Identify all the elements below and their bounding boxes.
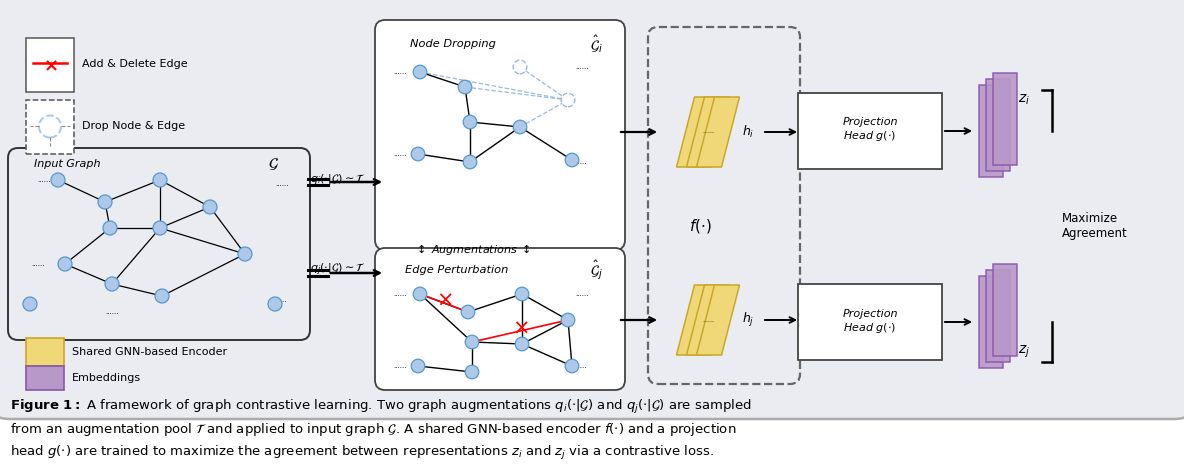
FancyBboxPatch shape <box>986 270 1010 362</box>
FancyBboxPatch shape <box>375 248 625 390</box>
Text: $\bf{Figure\ 1:}$ A framework of graph contrastive learning. Two graph augmentat: $\bf{Figure\ 1:}$ A framework of graph c… <box>9 398 752 416</box>
Text: $h_j$: $h_j$ <box>742 311 754 329</box>
Circle shape <box>98 195 112 209</box>
Text: $q_j(\cdot|\mathcal{G})\sim\mathcal{T}$: $q_j(\cdot|\mathcal{G})\sim\mathcal{T}$ <box>310 262 366 278</box>
Circle shape <box>153 173 167 187</box>
FancyBboxPatch shape <box>798 93 942 169</box>
Text: Embeddings: Embeddings <box>72 373 141 383</box>
Text: $\hat{\mathcal{G}}_j$: $\hat{\mathcal{G}}_j$ <box>590 258 603 282</box>
FancyBboxPatch shape <box>26 38 73 92</box>
Circle shape <box>153 221 167 235</box>
Text: Input Graph: Input Graph <box>34 159 101 169</box>
Text: ......: ...... <box>274 297 287 303</box>
Text: from an augmentation pool $\mathcal{T}$ and applied to input graph $\mathcal{G}$: from an augmentation pool $\mathcal{T}$ … <box>9 421 736 438</box>
Polygon shape <box>687 97 729 167</box>
Text: ......: ...... <box>573 159 587 165</box>
Circle shape <box>565 153 579 167</box>
Text: Projection
Head $g(\cdot)$: Projection Head $g(\cdot)$ <box>842 118 897 143</box>
Circle shape <box>462 305 475 319</box>
FancyBboxPatch shape <box>993 264 1017 356</box>
Text: $\hat{\mathcal{G}}_i$: $\hat{\mathcal{G}}_i$ <box>590 33 603 55</box>
Circle shape <box>413 65 426 79</box>
Text: ......: ...... <box>575 64 588 70</box>
Text: Add & Delete Edge: Add & Delete Edge <box>82 59 187 69</box>
FancyBboxPatch shape <box>26 338 64 366</box>
Circle shape <box>465 365 478 379</box>
Circle shape <box>513 60 527 74</box>
Circle shape <box>58 257 72 271</box>
FancyBboxPatch shape <box>798 284 942 360</box>
Circle shape <box>411 147 425 161</box>
Circle shape <box>105 277 120 291</box>
Circle shape <box>463 155 477 169</box>
Circle shape <box>155 289 169 303</box>
Circle shape <box>22 297 37 311</box>
Circle shape <box>411 359 425 373</box>
Text: Maximize
Agreement: Maximize Agreement <box>1062 212 1127 240</box>
FancyBboxPatch shape <box>979 85 1003 177</box>
Polygon shape <box>676 97 720 167</box>
Text: Projection
Head $g(\cdot)$: Projection Head $g(\cdot)$ <box>842 309 897 335</box>
Text: $z_i$: $z_i$ <box>1018 93 1030 107</box>
Text: ......: ...... <box>105 309 118 315</box>
Text: $z_j$: $z_j$ <box>1018 344 1030 360</box>
Circle shape <box>51 173 65 187</box>
Text: ......: ...... <box>393 363 407 369</box>
Circle shape <box>413 287 426 301</box>
Text: $f(\cdot)$: $f(\cdot)$ <box>689 217 712 235</box>
Circle shape <box>202 200 217 214</box>
Text: $\mathbf{\times}$: $\mathbf{\times}$ <box>43 58 57 76</box>
Text: $\updownarrow$ Augmentations $\updownarrow$: $\updownarrow$ Augmentations $\updownarr… <box>413 243 530 258</box>
FancyBboxPatch shape <box>979 276 1003 368</box>
Text: Drop Node & Edge: Drop Node & Edge <box>82 121 185 132</box>
Text: ......: ...... <box>575 291 588 297</box>
Text: ......: ...... <box>37 177 51 183</box>
Text: Node Dropping: Node Dropping <box>410 39 496 49</box>
Circle shape <box>465 335 478 349</box>
Text: $\times$: $\times$ <box>436 290 452 310</box>
FancyBboxPatch shape <box>0 0 1184 419</box>
Text: Edge Perturbation: Edge Perturbation <box>405 265 508 275</box>
FancyBboxPatch shape <box>8 148 310 340</box>
Circle shape <box>238 247 252 261</box>
Text: ......: ...... <box>393 291 407 297</box>
FancyBboxPatch shape <box>375 20 625 250</box>
Text: $h_i$: $h_i$ <box>742 124 754 140</box>
Text: ......: ...... <box>573 363 587 369</box>
Polygon shape <box>687 285 729 355</box>
Circle shape <box>561 313 574 327</box>
Text: ......: ...... <box>31 261 45 267</box>
Circle shape <box>463 115 477 129</box>
FancyBboxPatch shape <box>986 79 1010 171</box>
Circle shape <box>515 287 529 301</box>
Circle shape <box>513 120 527 134</box>
Text: $q_i(\cdot|\mathcal{G})\sim\mathcal{T}$: $q_i(\cdot|\mathcal{G})\sim\mathcal{T}$ <box>310 172 366 186</box>
Circle shape <box>561 93 574 107</box>
Text: ......: ...... <box>393 69 407 75</box>
Circle shape <box>515 337 529 351</box>
Polygon shape <box>696 97 740 167</box>
FancyBboxPatch shape <box>26 366 64 390</box>
Text: ......: ...... <box>702 318 714 322</box>
Text: ......: ...... <box>702 129 714 135</box>
FancyBboxPatch shape <box>648 27 800 384</box>
Circle shape <box>458 80 471 94</box>
Circle shape <box>103 221 117 235</box>
Text: $\times$: $\times$ <box>511 318 528 338</box>
FancyBboxPatch shape <box>993 73 1017 165</box>
Text: ......: ...... <box>393 151 407 157</box>
Circle shape <box>565 359 579 373</box>
Text: head $g(\cdot)$ are trained to maximize the agreement between representations $z: head $g(\cdot)$ are trained to maximize … <box>9 444 714 462</box>
Polygon shape <box>676 285 720 355</box>
Text: $\mathcal{G}$: $\mathcal{G}$ <box>268 156 279 172</box>
FancyBboxPatch shape <box>26 100 73 154</box>
Circle shape <box>268 297 282 311</box>
Polygon shape <box>696 285 740 355</box>
Text: Shared GNN-based Encoder: Shared GNN-based Encoder <box>72 347 227 357</box>
Text: ......: ...... <box>275 181 289 187</box>
